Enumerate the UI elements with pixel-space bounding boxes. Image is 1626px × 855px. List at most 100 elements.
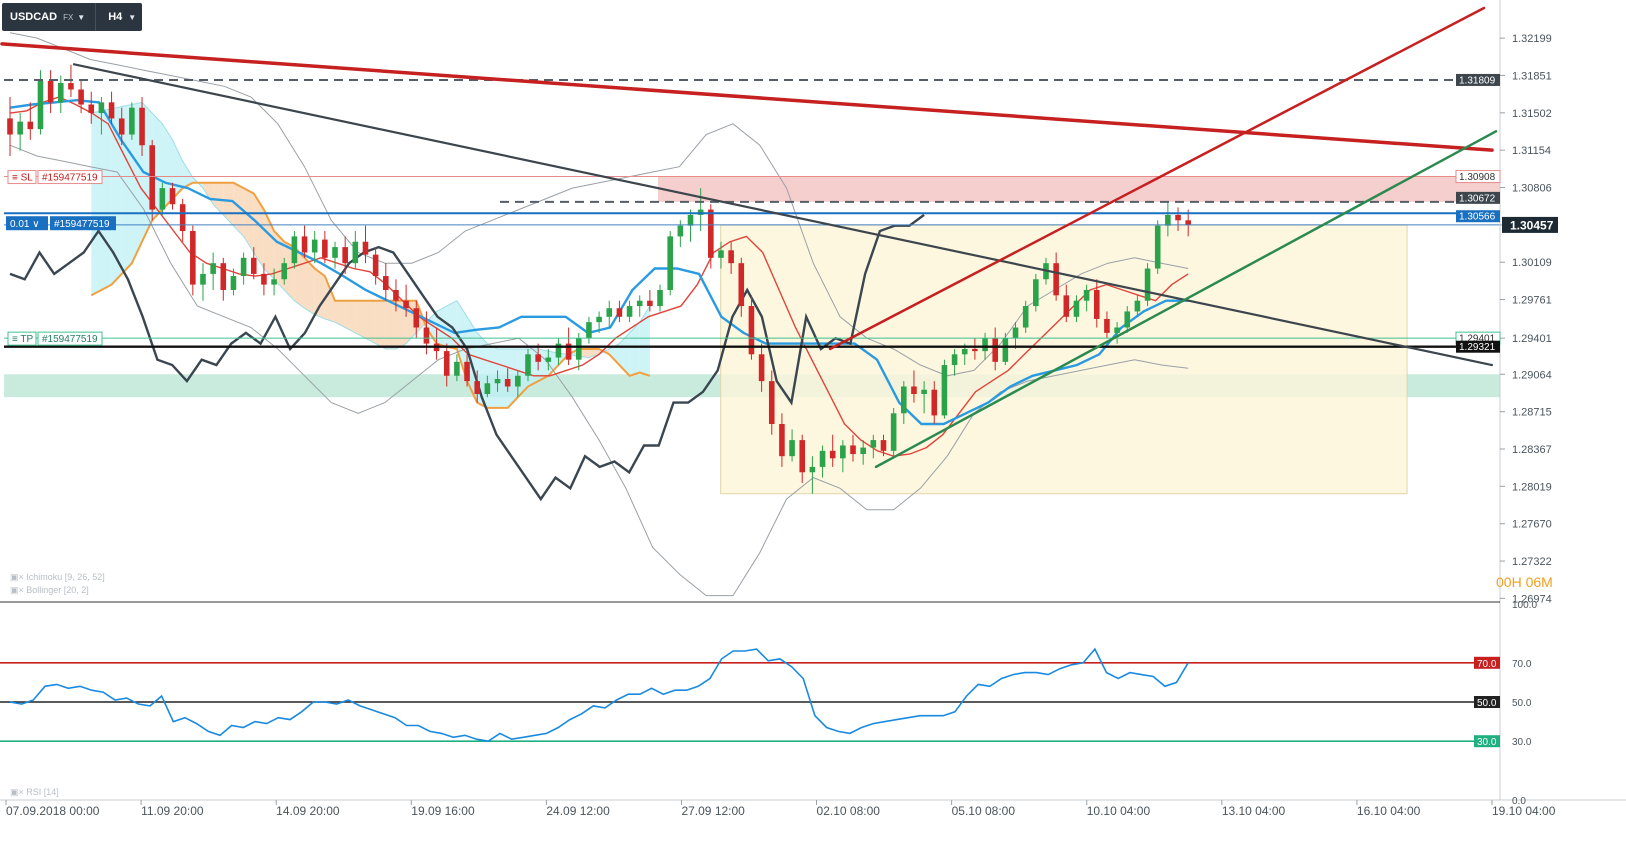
- cloud-segment: [223, 182, 234, 226]
- candle-body: [393, 289, 399, 301]
- candle-body: [1154, 225, 1161, 269]
- tp-id-tag-box[interactable]: [37, 331, 103, 346]
- candle-body: [890, 413, 897, 451]
- candle-body: [240, 257, 247, 277]
- rsi-label: RSI [14]: [26, 787, 59, 797]
- x-tick-label: 19.09 16:00: [411, 804, 475, 818]
- candle-body: [1002, 338, 1009, 362]
- candle-body: [586, 322, 592, 339]
- cloud-segment: [365, 300, 376, 344]
- x-tick-label: 14.09 20:00: [276, 804, 340, 818]
- cloud-segment: [121, 104, 132, 274]
- cloud-segment: [233, 182, 244, 237]
- tp-tag-label[interactable]: ≡ TP: [12, 334, 34, 345]
- cloud-segment: [497, 349, 508, 408]
- candle-body: [870, 440, 877, 448]
- candle-body: [677, 225, 684, 237]
- position-tags[interactable]: ≡ SL #159477519 ≡ TP #159477519 0.01 ∨ #15947…: [6, 170, 116, 346]
- chevron-down-icon[interactable]: ▼: [77, 12, 86, 22]
- rsi-tick-label: 50.0: [1512, 698, 1532, 709]
- position-id-tag-box[interactable]: [50, 216, 116, 231]
- cloud-segment: [91, 110, 102, 296]
- y-tick-label: 1.29401: [1512, 333, 1552, 345]
- candle-body: [383, 276, 389, 290]
- price-tag: [1456, 210, 1500, 223]
- rsi-panel: 100.0 70.0 50.0 30.0 0.0 70.0 50.0 30.0: [0, 600, 1537, 807]
- candle-body: [545, 357, 552, 362]
- position-id-tag-label[interactable]: #159477519: [54, 219, 110, 230]
- candle-body: [1053, 263, 1059, 296]
- rsi-tick-label: 100.0: [1512, 600, 1537, 611]
- eye-icon[interactable]: ▣×: [10, 787, 27, 797]
- candle-body: [626, 306, 633, 317]
- indicator-label-bollinger[interactable]: ▣× Bollinger [20, 2]: [10, 585, 89, 596]
- timeframe-label[interactable]: H4: [108, 11, 123, 23]
- candle-body: [718, 250, 724, 258]
- candle-body: [616, 308, 623, 317]
- candle-body: [1165, 214, 1171, 226]
- candle-body: [37, 80, 44, 130]
- candle-body: [1175, 214, 1181, 221]
- candle-body: [271, 279, 277, 285]
- axes: 1.32199 1.31851 1.31502 1.31154 1.30806 1.304…: [0, 0, 1626, 818]
- chikou-span-line: [9, 213, 925, 502]
- dark-descending-trendline: [72, 63, 1494, 367]
- candle-body: [1185, 220, 1191, 225]
- sl-tag-label[interactable]: ≡ SL: [12, 173, 33, 184]
- rsi-line: [9, 647, 1189, 743]
- rsi-level-label: 50.0: [1477, 698, 1497, 709]
- ichimoku-label: Ichimoku [9, 26, 52]: [26, 572, 105, 582]
- cloud-segment: [345, 300, 356, 333]
- bollinger-upper-line: [9, 32, 1189, 377]
- candle-body: [901, 386, 907, 414]
- symbol-toolbar[interactable]: USDCAD FX ▼ H4 ▼: [2, 3, 143, 31]
- eye-icon[interactable]: ▣×: [10, 572, 27, 582]
- candle-body: [342, 247, 348, 264]
- sl-id-tag-box[interactable]: [37, 170, 103, 185]
- candle-body: [596, 316, 602, 323]
- tp-tag-box[interactable]: [7, 331, 37, 346]
- tp-id-tag-label[interactable]: #159477519: [42, 334, 98, 345]
- chevron-down-icon[interactable]: ▼: [128, 12, 137, 22]
- cloud-segment: [426, 311, 437, 344]
- cloud-segment: [304, 257, 315, 315]
- y-tick-label: 1.29064: [1512, 369, 1552, 381]
- y-tick-label: 1.31851: [1512, 70, 1552, 82]
- price-tag-label: 1.29321: [1459, 342, 1496, 353]
- sl-id-tag-label[interactable]: #159477519: [42, 173, 98, 184]
- candle-body: [230, 276, 237, 290]
- x-tick-label: 07.09.2018 00:00: [6, 804, 100, 818]
- y-tick-label: 1.26974: [1512, 593, 1552, 605]
- candle-body: [1083, 289, 1090, 301]
- candle-body: [1144, 268, 1151, 301]
- candle-body: [47, 80, 54, 103]
- candles: [7, 64, 1191, 494]
- candle-body: [636, 300, 643, 307]
- x-tick-label: 24.09 12:00: [546, 804, 610, 818]
- candle-body: [860, 447, 866, 455]
- candle-body: [484, 383, 491, 394]
- lot-tag-label[interactable]: 0.01 ∨: [10, 219, 40, 230]
- x-tick-label: 11.09 20:00: [141, 804, 204, 818]
- cloud-segment: [609, 343, 620, 365]
- sl-tag-box[interactable]: [7, 170, 37, 185]
- indicator-label-ichimoku[interactable]: ▣× Ichimoku [9, 26, 52]: [10, 572, 105, 583]
- candle-body: [7, 118, 13, 135]
- candle-body: [118, 118, 125, 135]
- y-tick-label: 1.28019: [1512, 481, 1552, 493]
- candle-body: [992, 338, 999, 362]
- cloud-segment: [385, 300, 396, 349]
- candle-body: [931, 389, 938, 416]
- cloud-segment: [355, 300, 366, 339]
- candle-body: [1114, 327, 1120, 333]
- lot-tag-box[interactable]: [6, 216, 48, 231]
- candle-body: [941, 365, 948, 416]
- symbol-label[interactable]: USDCAD: [10, 11, 58, 23]
- candle-body: [687, 214, 694, 226]
- cloud-segment: [243, 188, 254, 253]
- candle-body: [17, 121, 23, 135]
- indicator-label-rsi[interactable]: ▣× RSI [14]: [10, 787, 59, 798]
- sl-zone: [658, 176, 1500, 202]
- eye-icon[interactable]: ▣×: [10, 585, 27, 595]
